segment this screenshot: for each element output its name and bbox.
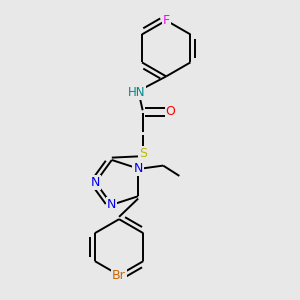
Text: F: F	[163, 14, 170, 27]
Text: N: N	[107, 198, 116, 211]
Text: HN: HN	[128, 86, 146, 99]
Text: Br: Br	[112, 268, 126, 282]
Text: S: S	[139, 147, 147, 160]
Text: N: N	[134, 162, 143, 175]
Text: N: N	[91, 176, 100, 189]
Text: O: O	[166, 105, 176, 118]
